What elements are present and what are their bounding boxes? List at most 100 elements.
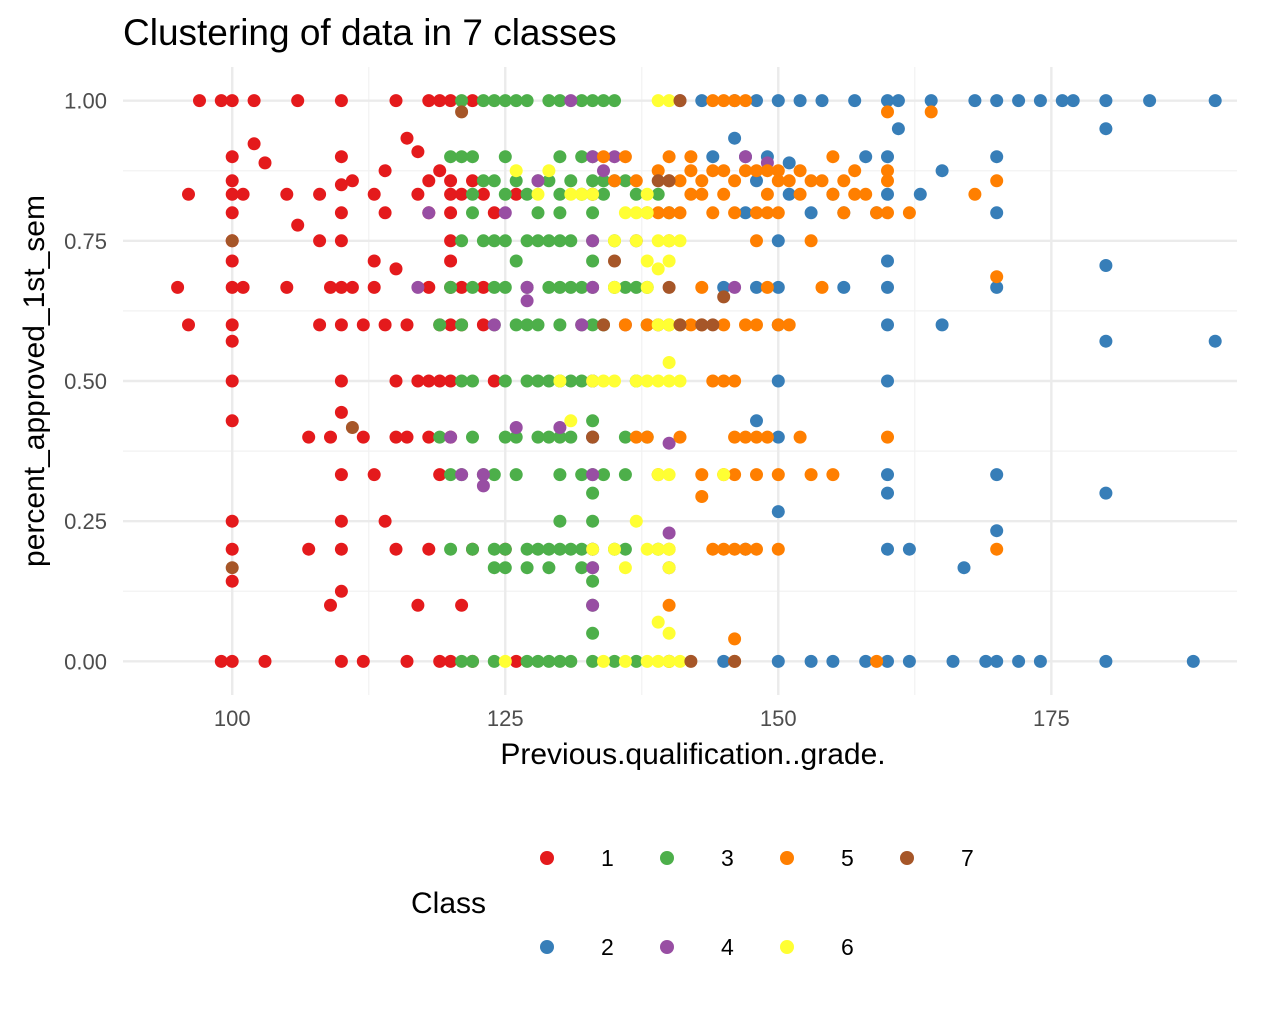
data-point [564, 374, 578, 388]
data-point [378, 514, 392, 528]
data-point [334, 405, 348, 419]
x-tick-labels: 100 125 150 175 [214, 706, 1070, 731]
legend-key-2 [540, 940, 554, 954]
data-point [433, 164, 447, 178]
data-point [673, 234, 687, 248]
data-point [771, 318, 785, 332]
data-point [291, 94, 305, 108]
data-point [444, 174, 458, 188]
data-point [629, 206, 643, 220]
data-point [629, 430, 643, 444]
data-point [990, 150, 1004, 164]
data-point [247, 137, 261, 151]
data-point [881, 150, 894, 164]
data-point [334, 318, 348, 332]
y-tick-label: 0.25 [64, 509, 107, 534]
data-point [225, 318, 239, 332]
data-point [542, 374, 556, 388]
legend-label-4: 4 [721, 934, 734, 960]
data-point [902, 206, 916, 220]
data-point [750, 468, 763, 482]
data-point [651, 262, 665, 276]
legend-label-7: 7 [961, 845, 974, 871]
data-point [531, 234, 545, 248]
data-point [859, 150, 873, 164]
data-point [564, 234, 578, 248]
data-point [662, 150, 676, 164]
data-point [662, 206, 676, 220]
data-point [575, 94, 589, 108]
data-point [859, 187, 873, 201]
data-point [640, 206, 654, 220]
data-point [400, 430, 414, 444]
data-point [608, 174, 621, 188]
data-point [804, 174, 818, 188]
data-point [444, 318, 458, 332]
data-point [881, 164, 894, 178]
data-point [662, 174, 676, 188]
data-point [891, 122, 905, 136]
data-point [902, 654, 916, 668]
data-point [236, 187, 250, 201]
data-point [389, 374, 403, 388]
data-point [881, 187, 894, 201]
data-point [1099, 486, 1113, 500]
data-point [466, 542, 479, 556]
data-point [389, 262, 403, 276]
data-point [640, 430, 654, 444]
legend-title: Class [411, 887, 486, 920]
data-point [990, 542, 1004, 556]
data-point [1186, 654, 1200, 668]
data-point [618, 318, 632, 332]
data-point [564, 280, 578, 294]
data-point [826, 187, 840, 201]
data-point [334, 178, 348, 192]
data-point [378, 318, 392, 332]
data-point [673, 94, 687, 108]
data-point [881, 94, 894, 108]
data-point [771, 206, 785, 220]
data-point [640, 542, 654, 556]
data-point [324, 430, 337, 444]
data-point [334, 542, 348, 556]
series-6 [498, 94, 731, 668]
data-point [411, 598, 425, 612]
data-point [476, 468, 490, 482]
data-point [444, 187, 458, 201]
data-point [575, 318, 589, 332]
data-point [1208, 334, 1222, 348]
data-point [498, 561, 512, 575]
data-point [444, 542, 458, 556]
data-point [913, 187, 927, 201]
data-point [455, 150, 469, 164]
data-point [1033, 654, 1047, 668]
data-point [334, 514, 348, 528]
data-point [542, 542, 556, 556]
data-point [487, 654, 501, 668]
data-point [815, 280, 829, 294]
data-point [728, 430, 742, 444]
data-point [728, 94, 742, 108]
data-point [498, 234, 512, 248]
data-point [564, 94, 578, 108]
data-point [793, 187, 807, 201]
data-point [793, 430, 807, 444]
data-point [334, 94, 348, 108]
data-point [586, 514, 600, 528]
data-point [902, 542, 916, 556]
data-point [182, 318, 195, 332]
data-point [728, 374, 742, 388]
data-point [433, 374, 447, 388]
data-point [651, 187, 665, 201]
data-point [651, 318, 665, 332]
data-point [455, 105, 469, 119]
data-point [618, 280, 632, 294]
legend-label-1: 1 [601, 845, 614, 871]
data-point [520, 318, 534, 332]
data-point [586, 94, 600, 108]
data-point [498, 374, 512, 388]
data-point [356, 654, 370, 668]
data-point [455, 234, 469, 248]
data-point [760, 206, 774, 220]
data-point [804, 234, 818, 248]
